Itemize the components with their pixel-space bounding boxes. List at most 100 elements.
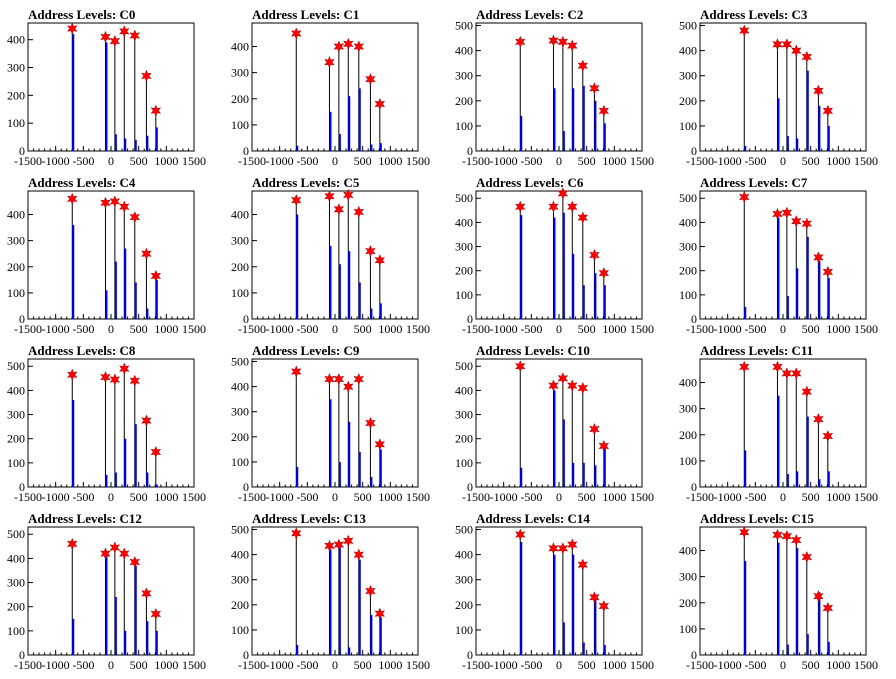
- x-tick-label: -1000: [42, 154, 70, 168]
- star-marker: [589, 422, 600, 436]
- x-tick-label: 0: [780, 154, 786, 168]
- plot-area: 0 100 200 300 400 500 -1500 -1000 -500 0 500 1000 15…: [7, 526, 206, 672]
- x-tick-label: 0: [556, 658, 562, 672]
- star-marker: [772, 38, 783, 51]
- y-tick-label: 100: [679, 622, 697, 636]
- star-marker: [514, 528, 526, 541]
- plot-area: 0 100 200 300 400 -1500 -1000 -500 0 500 1000 1500: [231, 188, 430, 336]
- plot-frame: [475, 358, 643, 488]
- y-tick-label: 500: [455, 19, 473, 33]
- y-tick-label: 0: [691, 144, 697, 158]
- x-tick-label: -1500: [238, 490, 266, 504]
- panel-title: Address Levels: C4: [28, 175, 136, 190]
- star-marker: [557, 542, 569, 555]
- plot-frame: [699, 526, 867, 656]
- x-tick-label: 0: [556, 490, 562, 504]
- star-marker: [801, 385, 813, 398]
- x-tick-label: 1500: [630, 658, 654, 672]
- panel-title: Address Levels: C15: [700, 511, 814, 526]
- star-marker: [566, 538, 578, 551]
- y-tick-label: 100: [7, 286, 25, 300]
- x-tick-label: 1000: [378, 322, 402, 336]
- star-marker: [365, 244, 376, 258]
- star-marker: [374, 97, 386, 111]
- x-tick-label: -500: [296, 658, 318, 672]
- x-tick-label: 1500: [182, 490, 206, 504]
- x-tick-label: 0: [332, 154, 338, 168]
- star-marker: [738, 190, 750, 204]
- plot-area: 0 100 200 300 400 500 -1500 -1000 -500 0 500 1000 15…: [455, 523, 654, 672]
- y-tick-label: 400: [679, 215, 697, 229]
- y-tick-label: 300: [679, 402, 697, 416]
- y-tick-label: 200: [679, 428, 697, 442]
- star-marker: [822, 265, 834, 279]
- y-tick-label: 300: [679, 240, 697, 254]
- x-tick-label: 1000: [602, 154, 626, 168]
- y-tick-label: 0: [243, 480, 249, 494]
- x-tick-label: 0: [108, 658, 114, 672]
- star-marker: [781, 206, 793, 219]
- star-marker: [150, 607, 162, 621]
- y-tick-label: 300: [231, 234, 249, 248]
- x-tick-label: 1500: [406, 322, 430, 336]
- plot-frame: [251, 22, 419, 152]
- x-tick-label: 0: [556, 322, 562, 336]
- plot-frame: [251, 358, 419, 488]
- plot-frame: [27, 190, 195, 320]
- y-tick-label: 200: [231, 92, 249, 106]
- x-tick-label: 0: [332, 322, 338, 336]
- y-tick-label: 300: [7, 408, 25, 422]
- x-tick-label: -500: [296, 322, 318, 336]
- x-tick-label: 500: [578, 490, 596, 504]
- star-marker: [790, 367, 802, 380]
- star-marker: [577, 59, 589, 72]
- x-tick-label: 1500: [854, 658, 878, 672]
- x-tick-label: -1000: [42, 322, 70, 336]
- y-tick-label: 200: [231, 430, 249, 444]
- star-marker: [342, 380, 354, 393]
- panel-title: Address Levels: C1: [252, 7, 360, 22]
- x-tick-label: 500: [578, 154, 596, 168]
- plot-frame: [475, 190, 643, 320]
- x-tick-label: -1000: [714, 490, 742, 504]
- star-marker: [118, 200, 130, 213]
- y-tick-label: 300: [679, 570, 697, 584]
- y-tick-label: 100: [455, 288, 473, 302]
- y-tick-label: 0: [467, 480, 473, 494]
- x-tick-label: -500: [744, 658, 766, 672]
- y-tick-label: 0: [19, 480, 25, 494]
- star-marker: [365, 72, 376, 86]
- star-marker: [598, 439, 610, 453]
- star-marker: [822, 104, 834, 118]
- y-tick-label: 0: [19, 144, 25, 158]
- x-tick-label: 1000: [154, 490, 178, 504]
- y-tick-label: 0: [691, 480, 697, 494]
- x-tick-label: -1000: [714, 658, 742, 672]
- star-marker: [66, 192, 78, 206]
- y-tick-label: 200: [231, 260, 249, 274]
- panel-title: Address Levels: C0: [28, 7, 136, 22]
- y-tick-label: 200: [231, 598, 249, 612]
- star-marker: [342, 188, 354, 202]
- panel-15: Address Levels: C15 0 100 200 300 400 -1500 -10…: [672, 511, 896, 679]
- x-tick-label: 500: [578, 322, 596, 336]
- x-tick-label: 1000: [826, 658, 850, 672]
- x-tick-label: -1500: [686, 322, 714, 336]
- star-marker: [290, 365, 302, 378]
- y-tick-label: 300: [679, 69, 697, 83]
- plot-frame: [251, 190, 419, 320]
- plot-area: 0 100 200 300 400 500 -1500 -1000 -500 0 500 1000 15…: [231, 523, 430, 672]
- star-marker: [801, 217, 813, 230]
- y-tick-label: 200: [679, 94, 697, 108]
- x-tick-label: -500: [296, 490, 318, 504]
- x-tick-label: -1000: [266, 490, 294, 504]
- star-marker: [801, 550, 813, 564]
- star-marker: [548, 34, 559, 47]
- x-tick-label: -500: [72, 322, 94, 336]
- y-tick-label: 200: [7, 260, 25, 274]
- x-tick-label: 1000: [378, 658, 402, 672]
- x-tick-label: -500: [520, 490, 542, 504]
- star-marker: [781, 529, 793, 543]
- x-tick-label: 1000: [826, 490, 850, 504]
